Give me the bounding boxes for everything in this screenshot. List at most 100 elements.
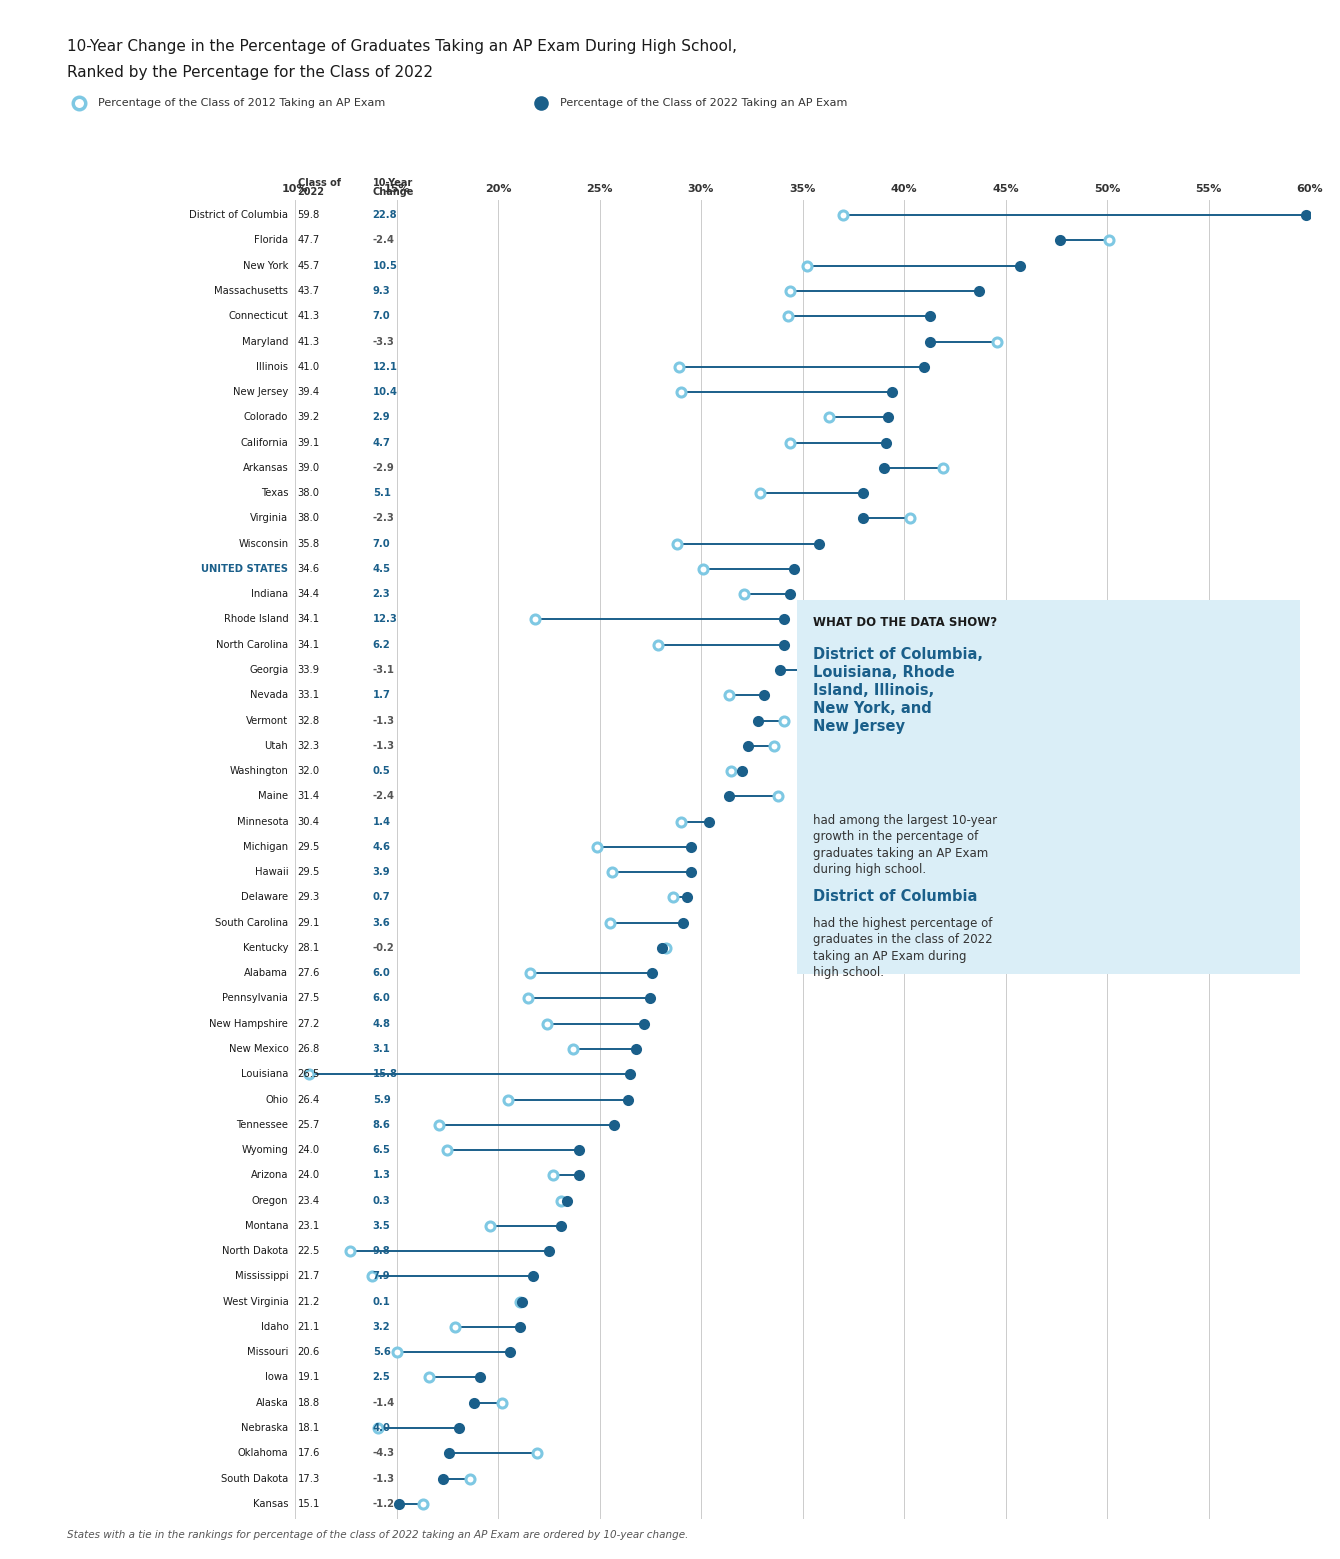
Text: 4.8: 4.8 bbox=[373, 1018, 391, 1029]
Text: 3.5: 3.5 bbox=[373, 1221, 390, 1232]
Text: 43.7: 43.7 bbox=[297, 285, 320, 296]
Text: had among the largest 10-year
growth in the percentage of
graduates taking an AP: had among the largest 10-year growth in … bbox=[813, 814, 997, 876]
Text: 9.8: 9.8 bbox=[373, 1246, 390, 1257]
Text: Ohio: Ohio bbox=[265, 1094, 288, 1104]
Text: 38.0: 38.0 bbox=[297, 513, 320, 524]
Text: 7.0: 7.0 bbox=[373, 539, 390, 549]
Text: 5.9: 5.9 bbox=[373, 1094, 390, 1104]
Text: 19.1: 19.1 bbox=[297, 1372, 320, 1383]
Text: had the highest percentage of
graduates in the class of 2022
taking an AP Exam d: had the highest percentage of graduates … bbox=[813, 917, 993, 979]
Text: 32.0: 32.0 bbox=[297, 765, 320, 776]
Text: 27.5: 27.5 bbox=[297, 993, 320, 1004]
Text: 15.8: 15.8 bbox=[373, 1069, 398, 1079]
Text: -1.3: -1.3 bbox=[373, 1473, 395, 1484]
Text: 10.5: 10.5 bbox=[373, 260, 398, 271]
Text: Maryland: Maryland bbox=[241, 337, 288, 346]
Text: 23.4: 23.4 bbox=[297, 1196, 320, 1205]
Text: 29.1: 29.1 bbox=[297, 918, 320, 928]
Text: 12.3: 12.3 bbox=[373, 614, 398, 625]
Text: 3.1: 3.1 bbox=[373, 1045, 390, 1054]
Text: Nevada: Nevada bbox=[251, 691, 288, 700]
Text: 41.0: 41.0 bbox=[297, 362, 320, 371]
Text: Rhode Island: Rhode Island bbox=[224, 614, 288, 625]
Text: California: California bbox=[241, 438, 288, 447]
Text: 29.5: 29.5 bbox=[297, 842, 320, 851]
Text: Florida: Florida bbox=[255, 235, 288, 245]
Text: 18.1: 18.1 bbox=[297, 1423, 320, 1433]
Text: -0.2: -0.2 bbox=[373, 943, 394, 953]
Text: Change: Change bbox=[373, 187, 414, 196]
Text: 26.8: 26.8 bbox=[297, 1045, 320, 1054]
Text: 24.0: 24.0 bbox=[297, 1144, 320, 1155]
Text: 6.5: 6.5 bbox=[373, 1144, 390, 1155]
Text: Percentage of the Class of 2012 Taking an AP Exam: Percentage of the Class of 2012 Taking a… bbox=[98, 98, 385, 108]
Text: 38.0: 38.0 bbox=[297, 488, 320, 499]
Text: 21.1: 21.1 bbox=[297, 1322, 320, 1331]
Text: Maine: Maine bbox=[259, 792, 288, 801]
Text: Connecticut: Connecticut bbox=[229, 312, 288, 321]
Text: 10-Year Change in the Percentage of Graduates Taking an AP Exam During High Scho: 10-Year Change in the Percentage of Grad… bbox=[67, 39, 737, 55]
Text: 5.6: 5.6 bbox=[373, 1347, 390, 1358]
Text: Texas: Texas bbox=[261, 488, 288, 499]
Text: Kansas: Kansas bbox=[253, 1498, 288, 1509]
Text: 29.5: 29.5 bbox=[297, 867, 320, 878]
Text: 2022: 2022 bbox=[297, 187, 324, 196]
Text: Kentucky: Kentucky bbox=[243, 943, 288, 953]
Text: 33.1: 33.1 bbox=[297, 691, 320, 700]
Text: District of Columbia,
Louisiana, Rhode
Island, Illinois,
New York, and
New Jerse: District of Columbia, Louisiana, Rhode I… bbox=[813, 647, 984, 734]
Text: WHAT DO THE DATA SHOW?: WHAT DO THE DATA SHOW? bbox=[813, 616, 997, 628]
Text: UNITED STATES: UNITED STATES bbox=[201, 564, 288, 574]
Text: 21.2: 21.2 bbox=[297, 1297, 320, 1306]
Text: Tennessee: Tennessee bbox=[236, 1119, 288, 1130]
Text: 35.8: 35.8 bbox=[297, 539, 320, 549]
Text: 22.8: 22.8 bbox=[373, 210, 398, 220]
Text: Arkansas: Arkansas bbox=[243, 463, 288, 472]
Text: 0.3: 0.3 bbox=[373, 1196, 390, 1205]
Text: 3.9: 3.9 bbox=[373, 867, 390, 878]
Text: 4.0: 4.0 bbox=[373, 1423, 390, 1433]
Text: 32.8: 32.8 bbox=[297, 716, 320, 725]
Text: Mississippi: Mississippi bbox=[234, 1272, 288, 1281]
Text: 7.9: 7.9 bbox=[373, 1272, 390, 1281]
Text: 0.5: 0.5 bbox=[373, 765, 390, 776]
Text: 20.6: 20.6 bbox=[297, 1347, 320, 1358]
Text: Pennsylvania: Pennsylvania bbox=[222, 993, 288, 1004]
Text: 33.9: 33.9 bbox=[297, 666, 320, 675]
Text: 2.9: 2.9 bbox=[373, 412, 390, 422]
Text: 9.3: 9.3 bbox=[373, 285, 390, 296]
Text: District of Columbia: District of Columbia bbox=[813, 889, 978, 904]
Text: New Jersey: New Jersey bbox=[233, 387, 288, 398]
Text: 21.7: 21.7 bbox=[297, 1272, 320, 1281]
Text: 26.4: 26.4 bbox=[297, 1094, 320, 1104]
Text: Louisiana: Louisiana bbox=[241, 1069, 288, 1079]
Text: 31.4: 31.4 bbox=[297, 792, 320, 801]
Text: Virginia: Virginia bbox=[251, 513, 288, 524]
Text: South Carolina: South Carolina bbox=[216, 918, 288, 928]
Text: 59.8: 59.8 bbox=[297, 210, 320, 220]
Text: Colorado: Colorado bbox=[244, 412, 288, 422]
Text: 45.7: 45.7 bbox=[297, 260, 320, 271]
Text: 4.7: 4.7 bbox=[373, 438, 390, 447]
Text: 34.1: 34.1 bbox=[297, 639, 320, 650]
Text: -1.3: -1.3 bbox=[373, 716, 395, 725]
Text: North Carolina: North Carolina bbox=[216, 639, 288, 650]
Text: 18.8: 18.8 bbox=[297, 1398, 320, 1408]
Text: 32.3: 32.3 bbox=[297, 741, 320, 751]
Text: Arizona: Arizona bbox=[251, 1171, 288, 1180]
Text: District of Columbia: District of Columbia bbox=[189, 210, 288, 220]
Text: South Dakota: South Dakota bbox=[221, 1473, 288, 1484]
Text: 41.3: 41.3 bbox=[297, 337, 320, 346]
Text: Idaho: Idaho bbox=[260, 1322, 288, 1331]
Text: -1.3: -1.3 bbox=[373, 741, 395, 751]
Text: 26.5: 26.5 bbox=[297, 1069, 320, 1079]
Text: 0.1: 0.1 bbox=[373, 1297, 390, 1306]
Text: -2.4: -2.4 bbox=[373, 235, 395, 245]
Text: 27.6: 27.6 bbox=[297, 968, 320, 977]
Text: 25.7: 25.7 bbox=[297, 1119, 320, 1130]
Text: Minnesota: Minnesota bbox=[237, 817, 288, 826]
Text: 0.7: 0.7 bbox=[373, 892, 390, 903]
Text: 28.1: 28.1 bbox=[297, 943, 320, 953]
Text: 4.6: 4.6 bbox=[373, 842, 391, 851]
Text: States with a tie in the rankings for percentage of the class of 2022 taking an : States with a tie in the rankings for pe… bbox=[67, 1531, 689, 1540]
Text: West Virginia: West Virginia bbox=[222, 1297, 288, 1306]
